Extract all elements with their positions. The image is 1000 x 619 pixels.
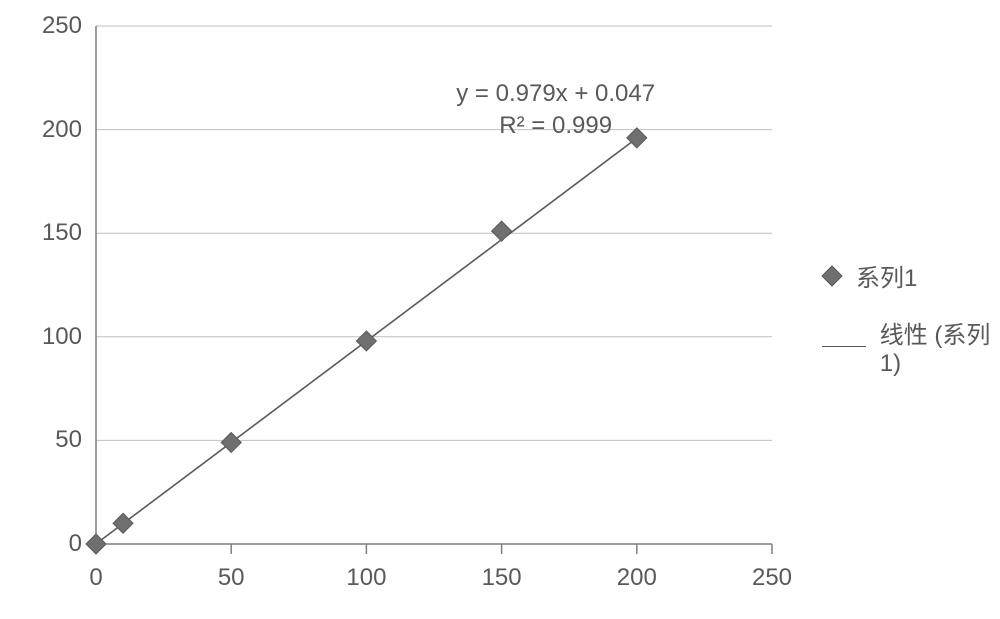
plot-area: [96, 26, 772, 544]
legend-item: 系列1: [822, 258, 1000, 293]
trendline-equation-label: y = 0.979x + 0.047 R² = 0.999: [456, 78, 655, 143]
chart-container: 0 50 100 150 200 250 0 50 100 150 200 250 y = 0.97…: [0, 0, 1000, 619]
y-tick-label: 0: [0, 530, 82, 558]
y-tick-label: 150: [0, 219, 82, 247]
diamond-marker-icon: [822, 266, 842, 286]
x-tick-label: 50: [218, 564, 245, 592]
x-tick-label: 100: [346, 564, 386, 592]
legend-label: 线性 (系列1): [880, 315, 1000, 378]
y-tick-label: 100: [0, 323, 82, 351]
line-swatch-icon: [822, 346, 866, 347]
x-tick-label: 150: [482, 564, 522, 592]
y-tick-label: 50: [0, 426, 82, 454]
y-tick-label: 200: [0, 116, 82, 144]
equation-line-1: y = 0.979x + 0.047: [456, 78, 655, 110]
legend-label: 系列1: [856, 258, 917, 293]
x-tick-label: 200: [617, 564, 657, 592]
plot-svg: [96, 26, 772, 544]
x-tick-label: 250: [752, 564, 792, 592]
y-tick-label: 250: [0, 12, 82, 40]
legend-item: 线性 (系列1): [822, 315, 1000, 378]
x-tick-label: 0: [89, 564, 102, 592]
legend: 系列1 线性 (系列1): [822, 258, 1000, 378]
equation-line-2: R² = 0.999: [456, 110, 655, 142]
